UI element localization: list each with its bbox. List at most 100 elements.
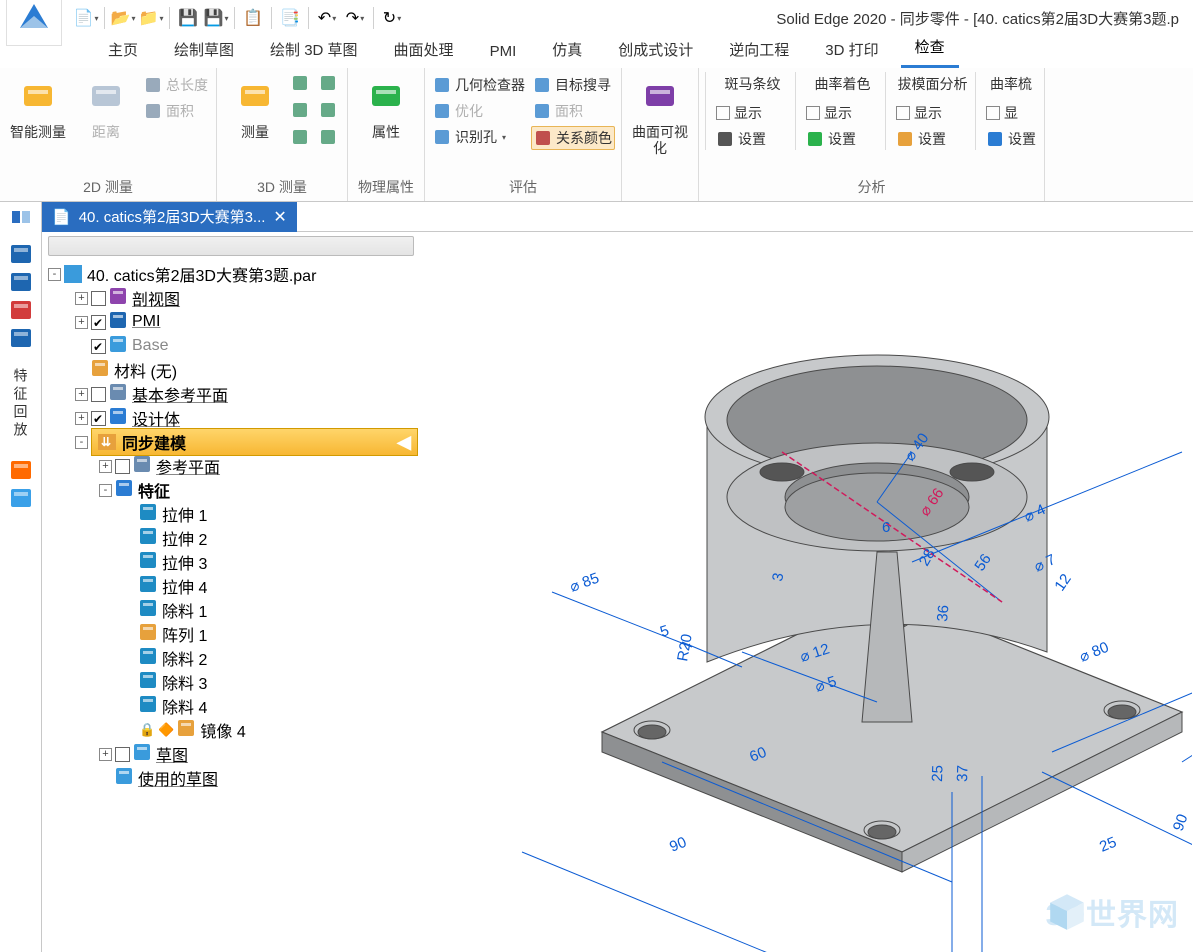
ribbon-group-props: 属性物理属性	[348, 68, 425, 201]
save-icon[interactable]: 💾	[174, 4, 202, 32]
relation-color-button[interactable]: 关系颜色	[531, 126, 615, 150]
tree-row[interactable]: 拉伸 4	[48, 574, 418, 598]
app-menu-button[interactable]	[6, 0, 62, 46]
model-viewport[interactable]: ⌀ 859060⌀ 40⌀ 666283⌀ 12⌀ 5R2053656⌀ 4⌀ …	[422, 232, 1193, 952]
tree-row[interactable]: 拉伸 2	[48, 526, 418, 550]
panel3-icon[interactable]	[7, 296, 35, 324]
tree-row[interactable]: +设计体	[48, 406, 418, 430]
document-tab-bar: 📄 40. catics第2届3D大赛第3... ✕	[0, 202, 1193, 232]
panel2-icon[interactable]	[7, 268, 35, 296]
m4-button[interactable]	[319, 101, 341, 122]
curvature-settings-button[interactable]: 设置	[804, 128, 881, 150]
tree-row[interactable]: +参考平面	[48, 454, 418, 478]
tab-inspect[interactable]: 检查	[901, 30, 959, 68]
tree-row[interactable]: 使用的草图	[48, 766, 418, 790]
tab-more[interactable]	[967, 54, 995, 68]
tree-row[interactable]: 🔒🔶镜像 4	[48, 718, 418, 742]
close-icon[interactable]: ✕	[273, 207, 286, 227]
zebra-title: 斑马条纹	[714, 74, 791, 98]
tab-simulate[interactable]: 仿真	[538, 33, 596, 68]
curv2-show-checkbox[interactable]: 显	[984, 102, 1038, 124]
ribbon-group-measure3d: 测量3D 测量	[217, 68, 348, 201]
properties-icon	[366, 76, 406, 116]
hole-rec-button[interactable]: 识别孔▾	[431, 126, 527, 148]
svg-text:⌀ 85: ⌀ 85	[568, 570, 602, 596]
tree-row[interactable]: +剖视图	[48, 286, 418, 310]
m6-button[interactable]	[319, 128, 341, 149]
tab-sketch3d[interactable]: 绘制 3D 草图	[256, 33, 372, 68]
draft-title: 拔模面分析	[894, 74, 971, 98]
layers-icon[interactable]	[7, 484, 35, 512]
tree-row[interactable]: 除料 3	[48, 670, 418, 694]
distance-button: 距离	[74, 72, 138, 140]
total-length-button: 总长度	[142, 74, 210, 96]
tab-home[interactable]: 主页	[94, 33, 152, 68]
goal-seek-button[interactable]: 目标搜寻	[531, 74, 615, 96]
ribbon: 智能测量距离总长度面积2D 测量测量3D 测量属性物理属性几何检查器优化识别孔▾…	[0, 68, 1193, 202]
refresh-icon[interactable]: ↻▾	[378, 4, 406, 32]
document-icon: 📄	[52, 208, 71, 226]
svg-text:25: 25	[1097, 834, 1119, 856]
tree-row[interactable]: +PMI	[48, 310, 418, 334]
redo-icon[interactable]: ↷▾	[341, 4, 369, 32]
tree-row[interactable]: 材料 (无)	[48, 358, 418, 382]
tab-pmi[interactable]: PMI	[476, 37, 531, 68]
surface-vis-button[interactable]: 曲面可视化	[628, 72, 692, 156]
zebra-show-checkbox[interactable]: 显示	[714, 102, 791, 124]
svg-text:90: 90	[1170, 812, 1192, 833]
curv2-settings-button[interactable]: 设置	[984, 128, 1038, 150]
tree-row[interactable]: 阵列 1	[48, 622, 418, 646]
area-button: 面积	[142, 100, 210, 122]
m2-button[interactable]	[319, 74, 341, 95]
open-icon[interactable]: 📂▾	[109, 4, 137, 32]
curvature-show-checkbox[interactable]: 显示	[804, 102, 881, 124]
tab-print3d[interactable]: 3D 打印	[811, 33, 892, 68]
properties-button[interactable]: 属性	[354, 72, 418, 140]
document-tab[interactable]: 📄 40. catics第2届3D大赛第3... ✕	[42, 202, 297, 232]
panel1-icon[interactable]	[7, 240, 35, 268]
tree-row[interactable]: 拉伸 1	[48, 502, 418, 526]
svg-text:5: 5	[658, 622, 671, 641]
tab-reverse[interactable]: 逆向工程	[715, 33, 803, 68]
svg-text:⌀ 80: ⌀ 80	[1077, 639, 1111, 666]
tab-surface[interactable]: 曲面处理	[380, 33, 468, 68]
draft-show-checkbox[interactable]: 显示	[894, 102, 971, 124]
surface-vis-icon	[640, 76, 680, 116]
tab-sketch[interactable]: 绘制草图	[160, 33, 248, 68]
m3-button[interactable]	[291, 101, 313, 122]
tree-root[interactable]: -40. catics第2届3D大赛第3题.par	[48, 262, 418, 286]
save-as-icon[interactable]: 💾▾	[202, 4, 230, 32]
geom-check-button[interactable]: 几何检查器	[431, 74, 527, 96]
m1-button[interactable]	[291, 74, 313, 95]
draft-settings-button[interactable]: 设置	[894, 128, 971, 150]
play-icon[interactable]	[7, 324, 35, 352]
feature-tree-panel: -40. catics第2届3D大赛第3题.par+剖视图+PMIBase材料 …	[42, 232, 422, 952]
doc-bar-handle-icon[interactable]	[0, 202, 42, 232]
feature-tree[interactable]: -40. catics第2届3D大赛第3题.par+剖视图+PMIBase材料 …	[42, 260, 422, 794]
smart-measure-button[interactable]: 智能测量	[6, 72, 70, 140]
open2-icon[interactable]: 📁▾	[137, 4, 165, 32]
new-icon[interactable]: 📄▾	[72, 4, 100, 32]
area3d-button: 面积	[531, 100, 615, 122]
tree-row[interactable]: 除料 4	[48, 694, 418, 718]
smart-measure-icon	[18, 76, 58, 116]
m5-button[interactable]	[291, 128, 313, 149]
sheet-icon[interactable]: 📋	[239, 4, 267, 32]
tree-row[interactable]: -⇊同步建模◀	[48, 430, 418, 454]
tree-row[interactable]: +基本参考平面	[48, 382, 418, 406]
watermark: 3D世界网	[1046, 890, 1179, 934]
heatmap-icon[interactable]	[7, 456, 35, 484]
tree-row[interactable]: 拉伸 3	[48, 550, 418, 574]
tree-row[interactable]: -特征	[48, 478, 418, 502]
tree-row[interactable]: 除料 2	[48, 646, 418, 670]
undo-icon[interactable]: ↶▾	[313, 4, 341, 32]
tree-row[interactable]: +草图	[48, 742, 418, 766]
measure-button[interactable]: 测量	[223, 72, 287, 140]
tree-scrollbar[interactable]	[48, 236, 414, 256]
tree-row[interactable]: 除料 1	[48, 598, 418, 622]
tab-generative[interactable]: 创成式设计	[604, 33, 707, 68]
zebra-settings-button[interactable]: 设置	[714, 128, 791, 150]
svg-text:37: 37	[954, 765, 972, 782]
tree-row[interactable]: Base	[48, 334, 418, 358]
paste-icon[interactable]: 📑	[276, 4, 304, 32]
